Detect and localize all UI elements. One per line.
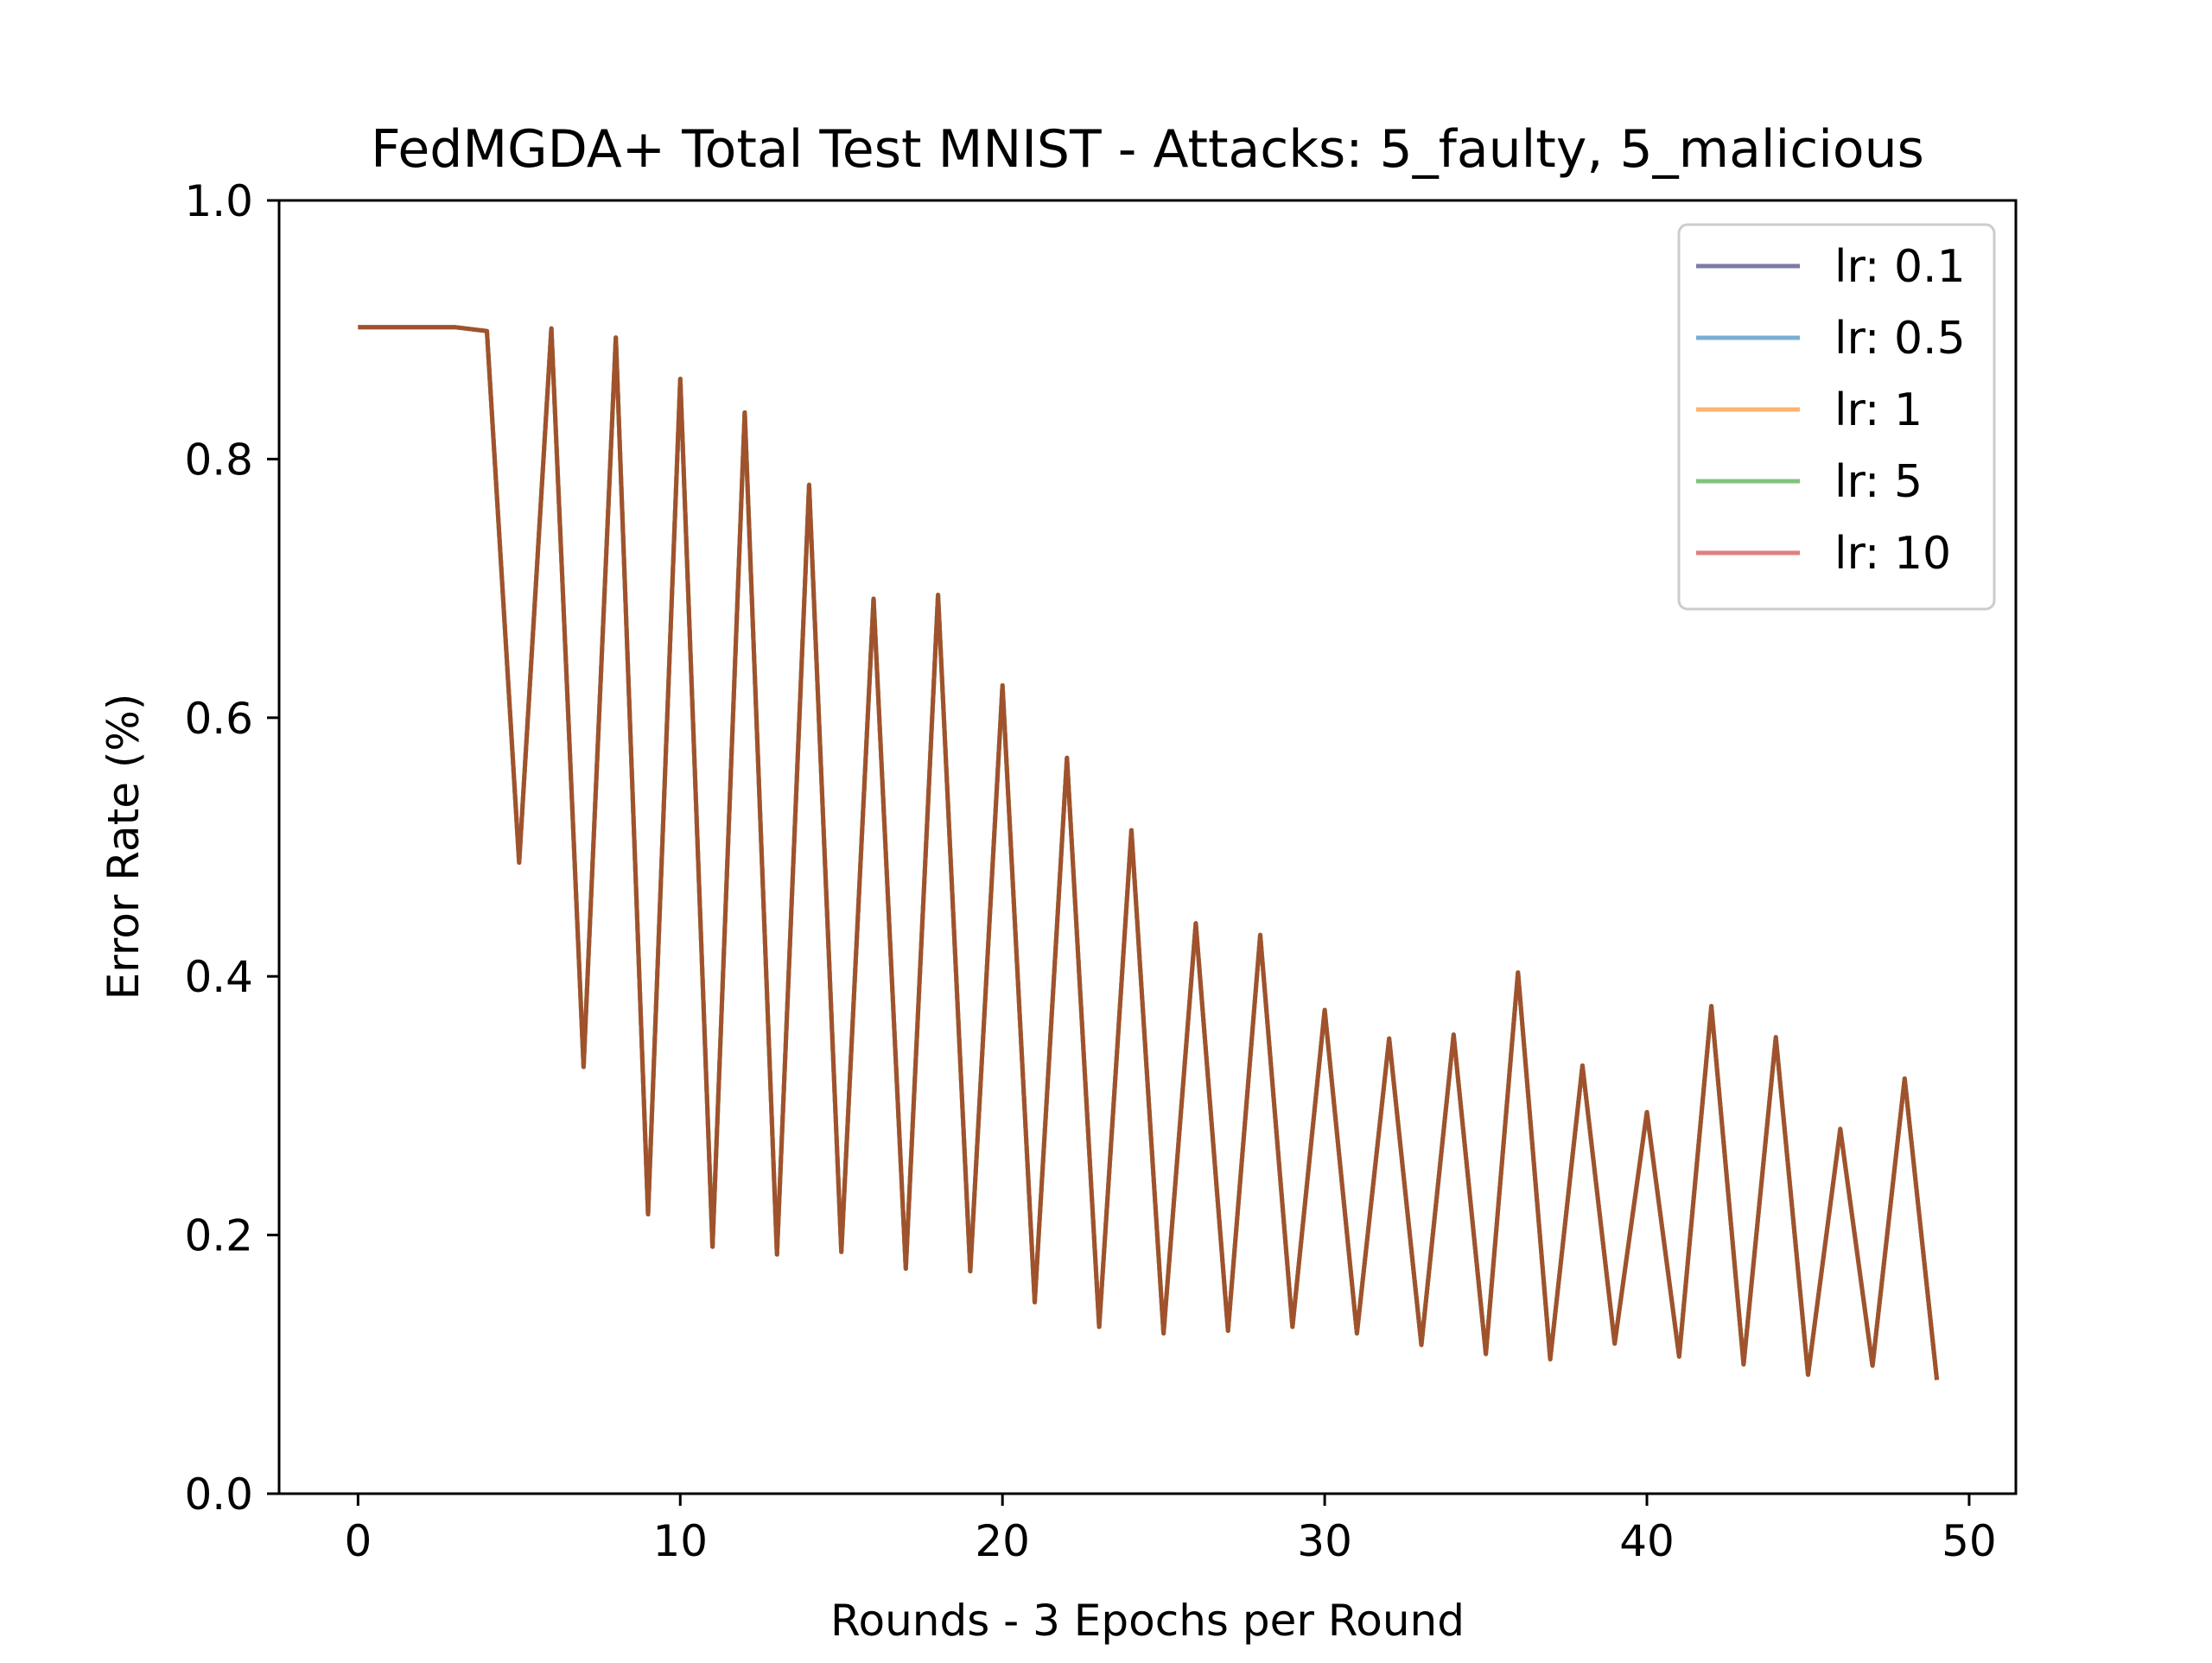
- x-axis-ticks: 0 10 20 30 40 50: [344, 1494, 1997, 1566]
- chart-title: FedMGDA+ Total Test MNIST - Attacks: 5_f…: [371, 119, 1924, 180]
- legend-label: lr: 0.5: [1834, 313, 1966, 365]
- y-tick-label: 0.6: [184, 694, 253, 744]
- y-tick-label: 0.2: [184, 1211, 253, 1261]
- legend-label: lr: 1: [1834, 384, 1923, 436]
- y-tick-label: 0.8: [184, 435, 253, 485]
- legend-label: lr: 0.1: [1834, 241, 1966, 293]
- legend-box: [1677, 223, 1996, 611]
- axes-frame: [277, 199, 2018, 1495]
- x-tick-label: 50: [1942, 1516, 1997, 1566]
- x-tick-label: 20: [975, 1516, 1030, 1566]
- y-axis-ticks: 0.0 0.2 0.4 0.6 0.8 1.0: [184, 176, 279, 1520]
- x-tick-label: 0: [344, 1516, 372, 1566]
- y-axis-label: Error Rate (%): [99, 694, 149, 1000]
- series-line-5: [358, 325, 1940, 1381]
- legend-label: lr: 10: [1834, 528, 1951, 580]
- x-tick-label: 40: [1619, 1516, 1675, 1566]
- y-tick-label: 0.0: [184, 1469, 253, 1520]
- x-tick-label: 10: [652, 1516, 708, 1566]
- y-tick-label: 1.0: [184, 176, 253, 226]
- x-axis-label: Rounds - 3 Epochs per Round: [830, 1596, 1465, 1646]
- legend: lr: 0.1 lr: 0.5 lr: 1 lr: 5 lr: 10: [1677, 223, 1996, 611]
- series-lines: [358, 325, 1940, 1381]
- x-tick-label: 30: [1297, 1516, 1352, 1566]
- legend-label: lr: 5: [1834, 456, 1923, 508]
- y-tick-label: 0.4: [184, 952, 253, 1002]
